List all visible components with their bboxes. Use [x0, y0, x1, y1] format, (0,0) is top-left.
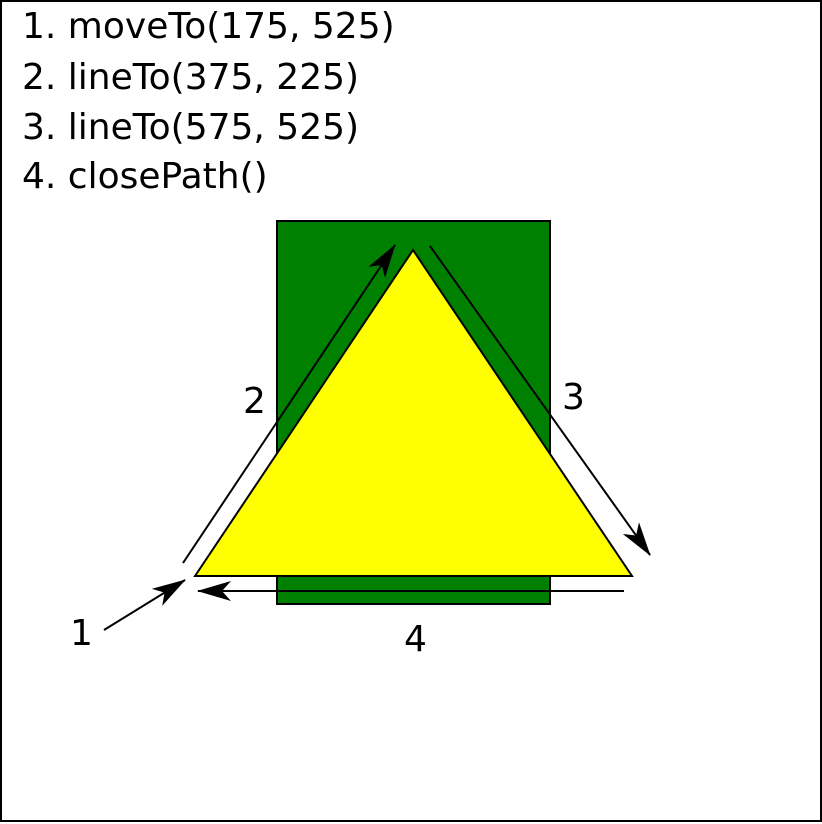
arrow-1 — [103, 579, 186, 631]
label-2: 2 — [243, 381, 266, 422]
arrow-3 — [429, 245, 651, 556]
yellow-triangle — [193, 248, 634, 577]
step-2-text: 2. lineTo(375, 225) — [22, 57, 360, 98]
label-4: 4 — [404, 619, 427, 660]
label-1: 1 — [70, 613, 93, 654]
arrow-2 — [182, 244, 396, 564]
step-3-text: 3. lineTo(575, 525) — [22, 107, 360, 148]
step-4-text: 4. closePath() — [22, 156, 268, 197]
step-1-text: 1. moveTo(175, 525) — [22, 6, 395, 47]
label-3: 3 — [562, 377, 585, 418]
